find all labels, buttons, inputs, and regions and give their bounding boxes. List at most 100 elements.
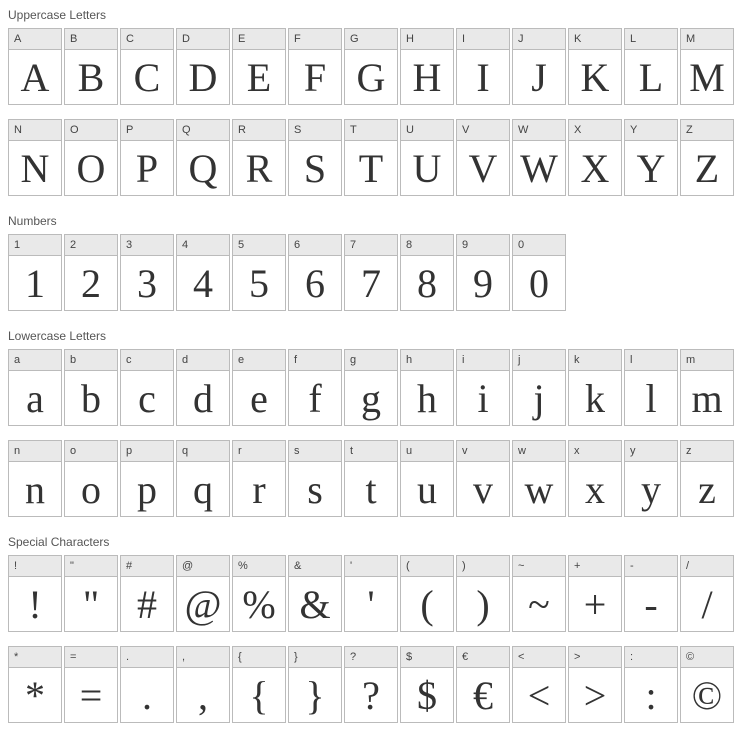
glyph-cell[interactable]: :: — [624, 646, 678, 723]
glyph-cell[interactable]: {{ — [232, 646, 286, 723]
glyph-cell[interactable]: ~~ — [512, 555, 566, 632]
glyph-cell[interactable]: XX — [568, 119, 622, 196]
glyph-cell[interactable]: ii — [456, 349, 510, 426]
glyph-cell[interactable]: 66 — [288, 234, 342, 311]
glyph-cell[interactable]: SS — [288, 119, 342, 196]
glyph-cell[interactable]: EE — [232, 28, 286, 105]
glyph-cell[interactable]: ee — [232, 349, 286, 426]
glyph-cell[interactable]: "" — [64, 555, 118, 632]
glyph-cell[interactable]: yy — [624, 440, 678, 517]
glyph-cell[interactable]: bb — [64, 349, 118, 426]
glyph-cell[interactable]: zz — [680, 440, 734, 517]
glyph-cell[interactable]: ## — [120, 555, 174, 632]
glyph-char: u — [417, 466, 437, 513]
glyph-cell[interactable]: tt — [344, 440, 398, 517]
glyph-cell[interactable]: $$ — [400, 646, 454, 723]
glyph-cell[interactable]: pp — [120, 440, 174, 517]
glyph-cell[interactable]: HH — [400, 28, 454, 105]
glyph-cell[interactable]: (( — [400, 555, 454, 632]
glyph-cell[interactable]: CC — [120, 28, 174, 105]
glyph-cell[interactable]: !! — [8, 555, 62, 632]
glyph-cell[interactable]: oo — [64, 440, 118, 517]
glyph-cell[interactable]: 88 — [400, 234, 454, 311]
glyph-cell[interactable]: ,, — [176, 646, 230, 723]
glyph-cell[interactable]: €€ — [456, 646, 510, 723]
glyph-char: < — [528, 672, 551, 719]
glyph-cell[interactable]: RR — [232, 119, 286, 196]
glyph-cell[interactable]: ll — [624, 349, 678, 426]
glyph-cell[interactable]: rr — [232, 440, 286, 517]
glyph-cell[interactable]: PP — [120, 119, 174, 196]
glyph-header-label: B — [65, 29, 117, 50]
glyph-cell[interactable]: .. — [120, 646, 174, 723]
glyph-cell[interactable]: ©© — [680, 646, 734, 723]
glyph-cell[interactable]: ss — [288, 440, 342, 517]
glyph-cell[interactable]: II — [456, 28, 510, 105]
glyph-cell[interactable]: NN — [8, 119, 62, 196]
glyph-cell[interactable]: 11 — [8, 234, 62, 311]
glyph-cell[interactable]: gg — [344, 349, 398, 426]
glyph-char: 2 — [81, 260, 101, 307]
glyph-header-label: * — [9, 647, 61, 668]
glyph-cell[interactable]: mm — [680, 349, 734, 426]
glyph-cell[interactable]: YY — [624, 119, 678, 196]
glyph-cell[interactable]: qq — [176, 440, 230, 517]
glyph-preview: F — [289, 50, 341, 104]
glyph-cell[interactable]: QQ — [176, 119, 230, 196]
glyph-cell[interactable]: vv — [456, 440, 510, 517]
glyph-cell[interactable]: dd — [176, 349, 230, 426]
glyph-cell[interactable]: KK — [568, 28, 622, 105]
glyph-cell[interactable]: ** — [8, 646, 62, 723]
glyph-header-label: q — [177, 441, 229, 462]
glyph-cell[interactable]: UU — [400, 119, 454, 196]
glyph-cell[interactable]: >> — [568, 646, 622, 723]
glyph-cell[interactable]: -- — [624, 555, 678, 632]
glyph-cell[interactable]: aa — [8, 349, 62, 426]
glyph-cell[interactable]: LL — [624, 28, 678, 105]
glyph-cell[interactable]: WW — [512, 119, 566, 196]
glyph-cell[interactable]: )) — [456, 555, 510, 632]
glyph-cell[interactable]: ZZ — [680, 119, 734, 196]
glyph-char: ? — [362, 672, 380, 719]
glyph-cell[interactable]: '' — [344, 555, 398, 632]
glyph-cell[interactable]: 99 — [456, 234, 510, 311]
glyph-cell[interactable]: == — [64, 646, 118, 723]
glyph-cell[interactable]: hh — [400, 349, 454, 426]
glyph-cell[interactable]: cc — [120, 349, 174, 426]
glyph-cell[interactable]: ++ — [568, 555, 622, 632]
glyph-cell[interactable]: ff — [288, 349, 342, 426]
glyph-cell[interactable]: 22 — [64, 234, 118, 311]
glyph-cell[interactable]: %% — [232, 555, 286, 632]
glyph-cell[interactable]: TT — [344, 119, 398, 196]
glyph-cell[interactable]: GG — [344, 28, 398, 105]
glyph-cell[interactable]: DD — [176, 28, 230, 105]
glyph-cell[interactable]: kk — [568, 349, 622, 426]
glyph-cell[interactable]: 44 — [176, 234, 230, 311]
glyph-cell[interactable]: 33 — [120, 234, 174, 311]
glyph-cell[interactable]: ?? — [344, 646, 398, 723]
glyph-cell[interactable]: 00 — [512, 234, 566, 311]
glyph-cell[interactable]: }} — [288, 646, 342, 723]
glyph-cell[interactable]: << — [512, 646, 566, 723]
section: Numbers11223344556677889900 — [8, 214, 740, 311]
glyph-char: i — [477, 375, 488, 422]
glyph-header-label: r — [233, 441, 285, 462]
glyph-cell[interactable]: BB — [64, 28, 118, 105]
glyph-cell[interactable]: uu — [400, 440, 454, 517]
glyph-cell[interactable]: // — [680, 555, 734, 632]
glyph-cell[interactable]: JJ — [512, 28, 566, 105]
glyph-cell[interactable]: AA — [8, 28, 62, 105]
glyph-cell[interactable]: FF — [288, 28, 342, 105]
glyph-cell[interactable]: xx — [568, 440, 622, 517]
glyph-cell[interactable]: 77 — [344, 234, 398, 311]
glyph-cell[interactable]: jj — [512, 349, 566, 426]
glyph-cell[interactable]: VV — [456, 119, 510, 196]
glyph-cell[interactable]: OO — [64, 119, 118, 196]
glyph-cell[interactable]: MM — [680, 28, 734, 105]
glyph-cell[interactable]: @@ — [176, 555, 230, 632]
glyph-preview: 5 — [233, 256, 285, 310]
glyph-cell[interactable]: ww — [512, 440, 566, 517]
glyph-cell[interactable]: && — [288, 555, 342, 632]
glyph-cell[interactable]: 55 — [232, 234, 286, 311]
glyph-cell[interactable]: nn — [8, 440, 62, 517]
